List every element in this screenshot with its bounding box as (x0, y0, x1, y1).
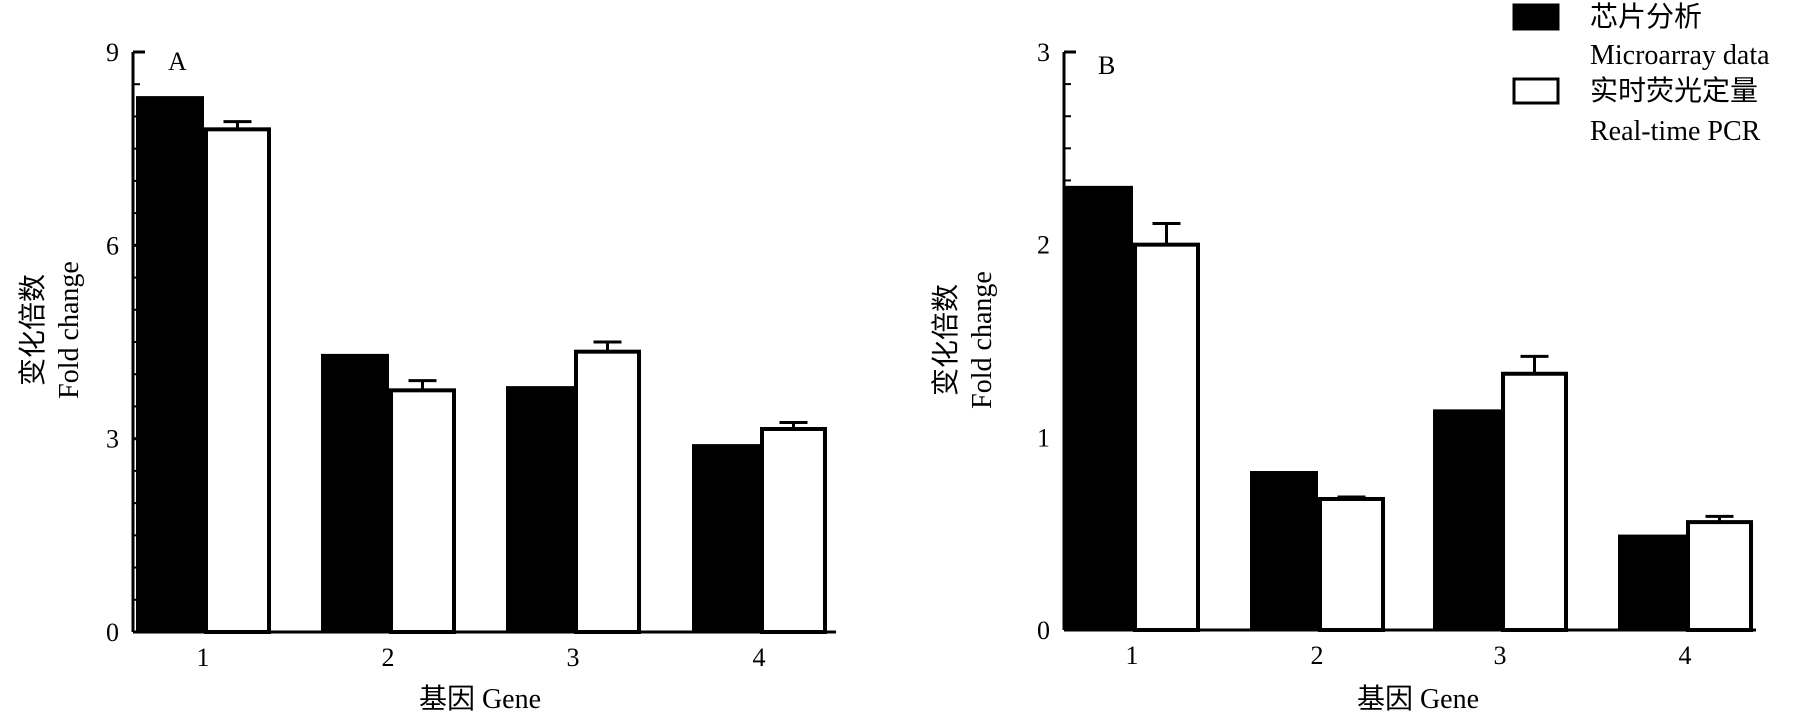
x-tick-label: 4 (1679, 641, 1692, 670)
bar-realtime (204, 127, 271, 634)
y-tick-label: 1 (1037, 423, 1050, 452)
y-axis-title-en-b: Fold change (967, 271, 998, 409)
legend-label-realtime-cn: 实时荧光定量 (1590, 75, 1758, 107)
y-tick-label: 0 (106, 618, 119, 647)
y-axis-title-cn-a: 变化倍数 (17, 274, 49, 386)
bar-realtime (1133, 242, 1200, 633)
bar-microarray (136, 96, 204, 634)
legend-label-realtime-en: Real-time PCR (1590, 116, 1761, 147)
x-tick-label: 3 (567, 643, 580, 672)
y-tick-label: 9 (106, 38, 119, 67)
bar-microarray (321, 353, 389, 633)
x-tick-label: 4 (753, 643, 766, 672)
x-axis-title-a: 基因 Gene (419, 683, 541, 715)
x-tick-label: 1 (1126, 641, 1139, 670)
legend-label-microarray-en: Microarray data (1590, 40, 1770, 71)
y-tick-label: 2 (1037, 231, 1050, 260)
y-tick-label: 6 (106, 231, 119, 260)
bar-microarray (692, 444, 760, 633)
y-tick-label: 3 (1037, 38, 1050, 67)
bar-realtime (760, 427, 827, 634)
bar-microarray (1250, 471, 1318, 631)
y-tick-label: 0 (1037, 616, 1050, 645)
bar-realtime (1686, 520, 1753, 633)
bar-microarray (506, 386, 574, 633)
x-tick-label: 1 (197, 643, 210, 672)
bar-microarray (1065, 185, 1133, 631)
x-tick-label: 2 (1311, 641, 1324, 670)
x-tick-label: 2 (382, 643, 395, 672)
panel-b: B 基因 Gene 变化倍数 Fold change 0 1 2 3 1 2 3 4 (930, 38, 1756, 715)
legend-label-microarray-cn: 芯片分析 (1590, 1, 1702, 33)
bar-microarray (1618, 534, 1686, 631)
panel-letter-a: A (168, 47, 187, 76)
legend-swatch-microarray (1512, 3, 1560, 31)
bar-realtime (389, 388, 456, 635)
bar-realtime (1318, 496, 1385, 632)
bar-microarray (1433, 409, 1501, 631)
bar-realtime (1501, 371, 1568, 632)
panel-letter-b: B (1098, 51, 1115, 80)
y-tick-label: 3 (106, 425, 119, 454)
y-axis-title-cn-b: 变化倍数 (930, 284, 962, 396)
bar-realtime (574, 349, 641, 634)
x-axis-title-b: 基因 Gene (1357, 683, 1479, 715)
legend: 芯片分析 Microarray data 实时荧光定量 Real-time PC… (1512, 1, 1770, 147)
x-tick-label: 3 (1494, 641, 1507, 670)
legend-swatch-realtime (1512, 77, 1560, 105)
y-axis-title-en-a: Fold change (54, 261, 85, 399)
